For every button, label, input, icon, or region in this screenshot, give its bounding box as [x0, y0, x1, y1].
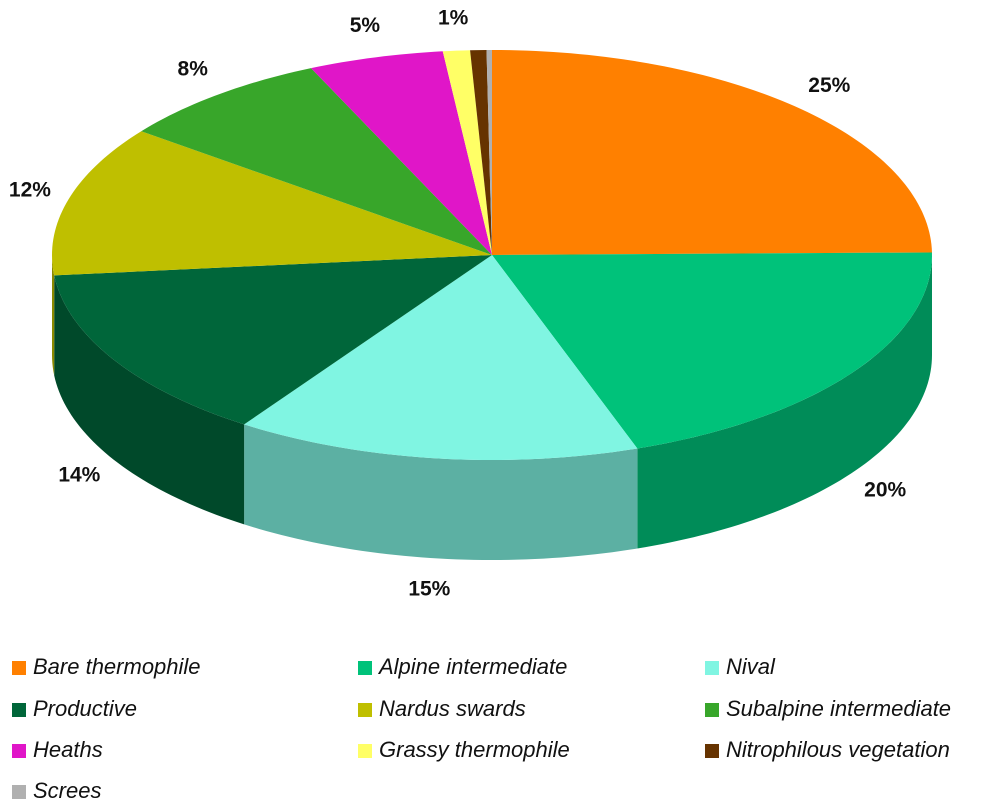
legend-swatch — [12, 661, 26, 675]
data-label: 14% — [58, 464, 100, 487]
legend-label: Nitrophilous vegetation — [726, 737, 950, 762]
legend-swatch — [12, 744, 26, 758]
data-label: 20% — [864, 478, 906, 501]
legend-swatch — [12, 703, 26, 717]
pie-sides — [52, 255, 932, 560]
legend-label: Grassy thermophile — [379, 737, 570, 762]
legend-swatch — [358, 661, 372, 675]
legend-label: Productive — [33, 696, 137, 721]
legend-swatch — [705, 661, 719, 675]
data-label: 25% — [808, 74, 850, 97]
pie-tops — [52, 50, 932, 460]
slice — [54, 255, 492, 425]
data-label: 8% — [178, 57, 209, 80]
data-label: 12% — [9, 178, 51, 201]
data-label: 1% — [438, 6, 469, 29]
legend-swatch — [12, 785, 26, 799]
legend-label: Nival — [726, 654, 776, 679]
legend-label: Alpine intermediate — [377, 654, 567, 679]
slice-side — [244, 424, 638, 560]
data-label: 5% — [350, 14, 381, 37]
slice — [492, 252, 932, 449]
slice — [52, 131, 492, 276]
slice — [486, 50, 492, 255]
legend-swatch — [358, 744, 372, 758]
legend-swatch — [358, 703, 372, 717]
slice — [442, 50, 492, 255]
slice-side — [54, 275, 245, 525]
legend-label: Heaths — [33, 737, 103, 762]
slice — [492, 50, 932, 255]
slice — [311, 51, 492, 255]
slice-side — [52, 255, 55, 376]
legend-swatch — [705, 703, 719, 717]
slice — [141, 68, 492, 255]
legend-label: Bare thermophile — [33, 654, 201, 679]
slice — [470, 50, 492, 255]
legend-label: Screes — [33, 778, 101, 802]
slice-side — [637, 255, 932, 549]
data-label: 15% — [408, 578, 450, 601]
legend-swatch — [705, 744, 719, 758]
legend-label: Nardus swards — [379, 696, 526, 721]
slice — [244, 255, 638, 460]
legend-label: Subalpine intermediate — [726, 696, 951, 721]
